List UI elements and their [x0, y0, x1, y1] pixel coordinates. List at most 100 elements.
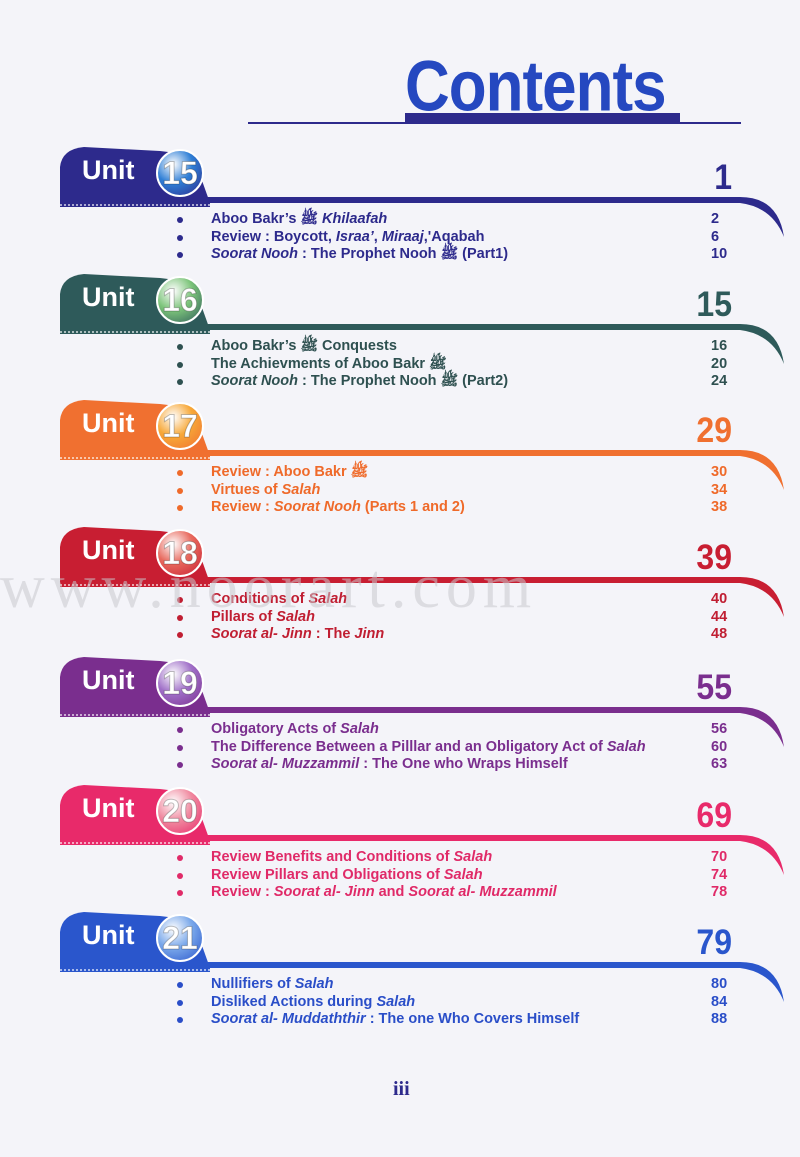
lesson-entry[interactable]: Nullifiers of Salah 80: [175, 976, 735, 994]
lesson-title: Soorat Nooh : The Prophet Nooh ﷺ (Part2): [211, 373, 509, 389]
unit-rule-curve: [200, 707, 784, 747]
unit-start-page: 1: [714, 157, 732, 197]
lesson-entry[interactable]: Pillars of Salah 44: [175, 609, 735, 627]
unit-lessons-list: Conditions of Salah 40 Pillars of Salah 44 S…: [175, 591, 735, 644]
lesson-title: The Achievments of Aboo Bakr ﷺ: [211, 355, 447, 372]
unit-lessons-list: Obligatory Acts of Salah 56 The Difference…: [175, 721, 735, 774]
lesson-page-number: 34: [711, 481, 728, 498]
lesson-page-number: 30: [711, 464, 728, 480]
unit-rule-curve: [200, 197, 784, 237]
lesson-entry[interactable]: Soorat al- Jinn : The Jinn 48: [175, 626, 735, 644]
unit-label: Unit: [82, 408, 135, 438]
lesson-page-number: 70: [711, 849, 728, 865]
lesson-entry[interactable]: Soorat Nooh : The Prophet Nooh ﷺ (Part1)…: [175, 246, 735, 264]
lesson-title: Obligatory Acts of Salah: [211, 721, 379, 737]
unit-number-badge: 21: [156, 914, 204, 962]
lesson-title: Aboo Bakr’s ﷺ Khilaafah: [211, 211, 388, 227]
lesson-page-number: 84: [711, 993, 728, 1010]
lesson-entry[interactable]: Obligatory Acts of Salah 56: [175, 721, 735, 739]
unit-rule-curve: [200, 324, 784, 364]
lesson-page-number: 60: [711, 738, 728, 755]
lesson-title: Pillars of Salah: [211, 608, 315, 625]
lesson-entry[interactable]: Review Benefits and Conditions of Salah 7…: [175, 849, 735, 867]
unit-rule-curve: [200, 577, 784, 617]
lesson-page-number: 24: [711, 373, 728, 389]
lesson-page-number: 20: [711, 355, 728, 372]
lesson-page-number: 10: [711, 246, 728, 262]
lesson-entry[interactable]: Disliked Actions during Salah 84: [175, 994, 735, 1012]
lesson-entry[interactable]: Review : Aboo Bakr ﷺ 30: [175, 464, 735, 482]
lesson-entry[interactable]: Conditions of Salah 40: [175, 591, 735, 609]
lesson-title: Review : Aboo Bakr ﷺ: [211, 464, 369, 480]
unit-number-badge: 17: [156, 402, 204, 450]
lesson-page-number: 80: [711, 976, 728, 992]
unit-start-page: 39: [696, 537, 732, 577]
lesson-page-number: 40: [711, 591, 728, 607]
unit-number-badge: 18: [156, 529, 204, 577]
unit-label: Unit: [82, 920, 135, 950]
lesson-title: Soorat al- Muddaththir : The one Who Cov…: [211, 1011, 580, 1027]
lesson-page-number: 38: [711, 499, 728, 515]
lesson-title: Conditions of Salah: [211, 591, 348, 607]
unit-label: Unit: [82, 282, 135, 312]
lesson-title: Disliked Actions during Salah: [211, 993, 416, 1010]
page-folio: iii: [393, 1078, 410, 1100]
lesson-page-number: 6: [711, 228, 720, 245]
lesson-title: Aboo Bakr’s ﷺ Conquests: [211, 338, 397, 354]
lesson-entry[interactable]: Soorat Nooh : The Prophet Nooh ﷺ (Part2)…: [175, 373, 735, 391]
contents-title: Contents: [405, 47, 667, 127]
title-underline-rule: [248, 122, 741, 124]
lesson-title: Review Benefits and Conditions of Salah: [211, 849, 493, 865]
lesson-title: Soorat al- Muzzammil : The One who Wraps…: [211, 756, 568, 772]
lesson-title: Review Pillars and Obligations of Salah: [211, 866, 483, 883]
unit-number-badge: 20: [156, 787, 204, 835]
unit-start-page: 15: [696, 284, 732, 324]
unit-lessons-list: Nullifiers of Salah 80 Disliked Actions du…: [175, 976, 735, 1029]
lesson-page-number: 78: [711, 884, 728, 900]
unit-lessons-list: Aboo Bakr’s ﷺ Khilaafah 2 Review : Boycott…: [175, 211, 735, 264]
lesson-entry[interactable]: The Difference Between a Pilllar and an …: [175, 739, 735, 757]
unit-label: Unit: [82, 665, 135, 695]
unit-rule-curve: [200, 450, 784, 490]
lesson-page-number: 74: [711, 866, 728, 883]
unit-rule-curve: [200, 835, 784, 875]
unit-lessons-list: Aboo Bakr’s ﷺ Conquests 16 The Achievments…: [175, 338, 735, 391]
lesson-page-number: 44: [711, 608, 728, 625]
unit-label: Unit: [82, 535, 135, 565]
lesson-entry[interactable]: Review : Boycott, Israa’, Miraaj,'Aqabah…: [175, 229, 735, 247]
lesson-title: Review : Soorat al- Jinn and Soorat al- …: [211, 884, 557, 900]
lesson-entry[interactable]: Aboo Bakr’s ﷺ Khilaafah 2: [175, 211, 735, 229]
lesson-title: Soorat al- Jinn : The Jinn: [211, 626, 385, 642]
unit-lessons-list: Review Benefits and Conditions of Salah 7…: [175, 849, 735, 902]
lesson-entry[interactable]: Review : Soorat al- Jinn and Soorat al- …: [175, 884, 735, 902]
lesson-title: Review : Boycott, Israa’, Miraaj,'Aqabah: [211, 228, 485, 245]
unit-tab: Unit 17: [60, 398, 210, 460]
lesson-entry[interactable]: The Achievments of Aboo Bakr ﷺ 20: [175, 356, 735, 374]
unit-tab: Unit 20: [60, 783, 210, 845]
unit-start-page: 29: [696, 410, 732, 450]
lesson-entry[interactable]: Review Pillars and Obligations of Salah 7…: [175, 867, 735, 885]
unit-lessons-list: Review : Aboo Bakr ﷺ 30 Virtues of Salah 34…: [175, 464, 735, 517]
unit-number-badge: 15: [156, 149, 204, 197]
title-underline-bar: [405, 113, 680, 123]
lesson-page-number: 2: [711, 211, 720, 227]
lesson-page-number: 48: [711, 626, 728, 642]
lesson-entry[interactable]: Soorat al- Muzzammil : The One who Wraps…: [175, 756, 735, 774]
unit-label: Unit: [82, 155, 135, 185]
unit-start-page: 79: [696, 922, 732, 962]
lesson-title: Nullifiers of Salah: [211, 976, 334, 992]
lesson-title: The Difference Between a Pilllar and an …: [211, 738, 646, 755]
lesson-page-number: 56: [711, 721, 728, 737]
unit-tab: Unit 15: [60, 145, 210, 207]
lesson-title: Virtues of Salah: [211, 481, 321, 498]
lesson-entry[interactable]: Aboo Bakr’s ﷺ Conquests 16: [175, 338, 735, 356]
unit-tab: Unit 18: [60, 525, 210, 587]
lesson-entry[interactable]: Virtues of Salah 34: [175, 482, 735, 500]
unit-start-page: 69: [696, 795, 732, 835]
unit-number-badge: 19: [156, 659, 204, 707]
unit-tab: Unit 19: [60, 655, 210, 717]
lesson-entry[interactable]: Review : Soorat Nooh (Parts 1 and 2) 38: [175, 499, 735, 517]
lesson-page-number: 88: [711, 1011, 728, 1027]
lesson-entry[interactable]: Soorat al- Muddaththir : The one Who Cov…: [175, 1011, 735, 1029]
unit-number-badge: 16: [156, 276, 204, 324]
